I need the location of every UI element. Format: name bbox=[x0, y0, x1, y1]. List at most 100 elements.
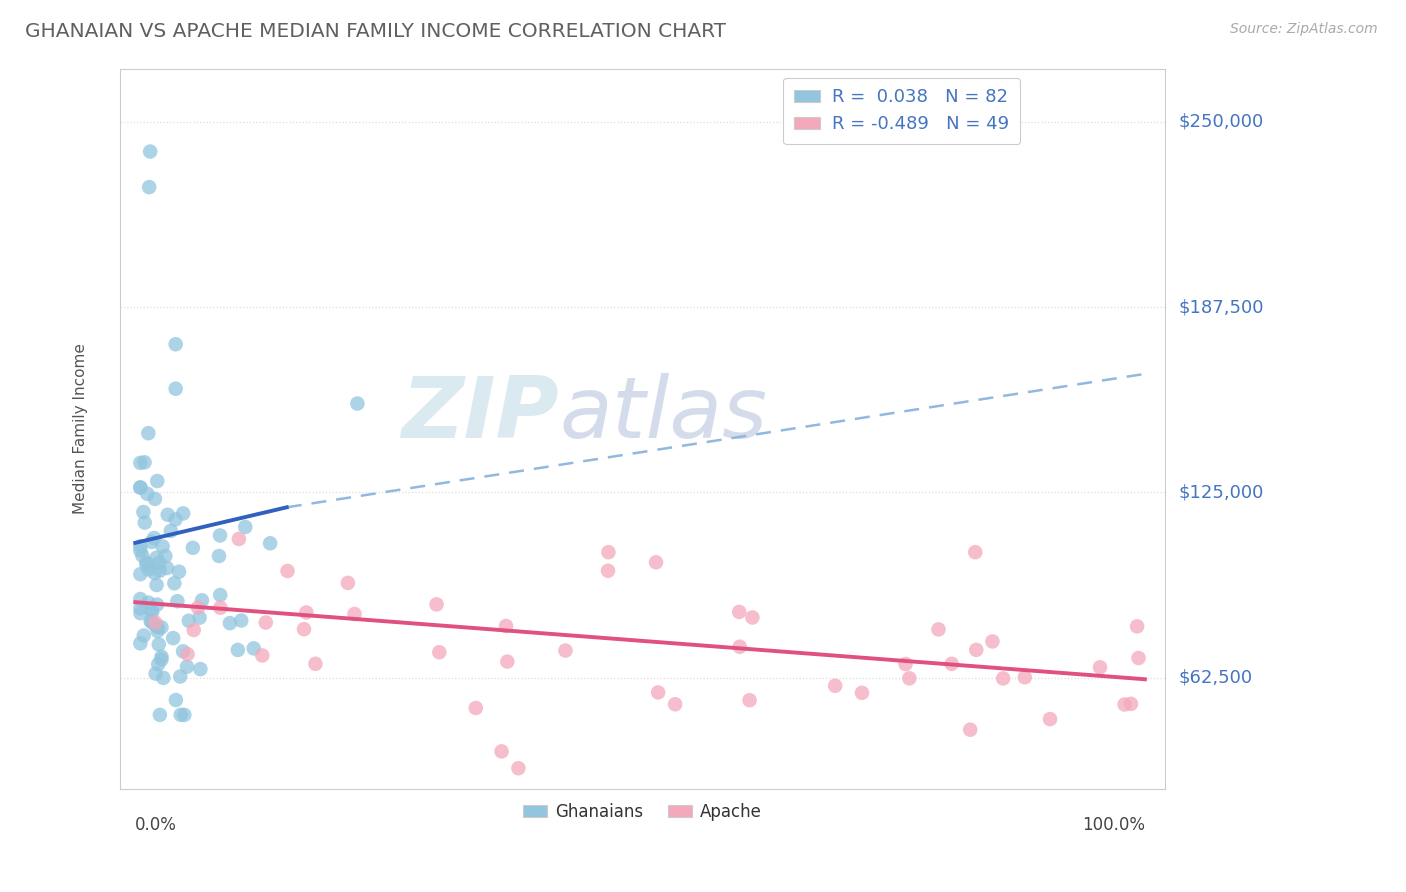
Point bbox=[134, 455, 156, 469]
Point bbox=[645, 555, 668, 569]
Point bbox=[162, 631, 184, 645]
Text: Median Family Income: Median Family Income bbox=[73, 343, 89, 514]
Text: 0.0%: 0.0% bbox=[135, 815, 177, 834]
Point bbox=[146, 598, 169, 612]
Point bbox=[343, 607, 366, 621]
Point bbox=[170, 707, 193, 722]
Point bbox=[146, 474, 169, 488]
Point bbox=[233, 520, 256, 534]
Point bbox=[141, 615, 163, 629]
Point bbox=[242, 641, 264, 656]
Point bbox=[596, 564, 619, 578]
Point bbox=[129, 601, 152, 615]
Point bbox=[228, 532, 250, 546]
Point bbox=[1128, 651, 1150, 665]
Point bbox=[231, 614, 253, 628]
Point bbox=[1119, 697, 1142, 711]
Point bbox=[148, 556, 170, 570]
Point bbox=[166, 594, 188, 608]
Point bbox=[496, 655, 519, 669]
Point bbox=[183, 623, 205, 637]
Point bbox=[1114, 698, 1136, 712]
Point bbox=[165, 512, 187, 526]
Point bbox=[129, 636, 152, 650]
Point bbox=[176, 659, 198, 673]
Text: $187,500: $187,500 bbox=[1180, 298, 1264, 316]
Point bbox=[427, 645, 450, 659]
Point bbox=[143, 491, 166, 506]
Legend: Ghanaians, Apache: Ghanaians, Apache bbox=[517, 797, 769, 828]
Point bbox=[208, 528, 231, 542]
Point bbox=[181, 541, 204, 555]
Point bbox=[149, 564, 172, 578]
Text: $250,000: $250,000 bbox=[1180, 113, 1264, 131]
Point bbox=[172, 507, 194, 521]
Point bbox=[138, 426, 160, 441]
Point bbox=[824, 679, 846, 693]
Point bbox=[148, 657, 170, 672]
Point bbox=[143, 617, 166, 632]
Point bbox=[152, 540, 174, 554]
Point bbox=[136, 487, 159, 501]
Point bbox=[138, 180, 160, 194]
Point bbox=[129, 567, 152, 582]
Point bbox=[346, 396, 368, 410]
Point bbox=[139, 145, 162, 159]
Point bbox=[209, 588, 232, 602]
Point bbox=[145, 578, 167, 592]
Point bbox=[155, 549, 177, 563]
Text: 100.0%: 100.0% bbox=[1081, 815, 1144, 834]
Point bbox=[965, 545, 987, 559]
Point bbox=[145, 550, 167, 565]
Point bbox=[143, 615, 166, 630]
Point bbox=[148, 637, 170, 651]
Point bbox=[208, 549, 231, 563]
Point bbox=[1088, 660, 1111, 674]
Point bbox=[129, 606, 152, 620]
Point bbox=[851, 686, 873, 700]
Text: Source: ZipAtlas.com: Source: ZipAtlas.com bbox=[1230, 22, 1378, 37]
Point bbox=[1126, 619, 1149, 633]
Point bbox=[152, 671, 174, 685]
Point bbox=[143, 566, 166, 580]
Point bbox=[150, 652, 173, 666]
Point bbox=[554, 643, 576, 657]
Point bbox=[894, 657, 917, 671]
Point bbox=[135, 558, 157, 572]
Text: ZIP: ZIP bbox=[401, 373, 560, 456]
Point bbox=[132, 505, 155, 519]
Point bbox=[598, 545, 620, 559]
Point bbox=[129, 456, 152, 470]
Point bbox=[728, 640, 751, 654]
Point bbox=[218, 616, 240, 631]
Point bbox=[254, 615, 277, 630]
Point bbox=[187, 600, 209, 615]
Point bbox=[425, 598, 447, 612]
Point bbox=[135, 556, 157, 570]
Point bbox=[172, 644, 194, 658]
Point bbox=[664, 698, 686, 712]
Point bbox=[277, 564, 299, 578]
Point bbox=[738, 693, 761, 707]
Point bbox=[156, 561, 179, 575]
Point bbox=[169, 669, 191, 683]
Point bbox=[146, 620, 169, 634]
Point bbox=[728, 605, 751, 619]
Point bbox=[959, 723, 981, 737]
Point bbox=[191, 593, 214, 607]
Point bbox=[190, 662, 212, 676]
Point bbox=[167, 565, 190, 579]
Point bbox=[143, 531, 166, 545]
Point bbox=[991, 672, 1014, 686]
Point bbox=[176, 647, 198, 661]
Point bbox=[226, 643, 249, 657]
Point bbox=[145, 666, 167, 681]
Point bbox=[965, 643, 987, 657]
Point bbox=[173, 707, 195, 722]
Point bbox=[336, 575, 359, 590]
Point bbox=[188, 610, 211, 624]
Point bbox=[927, 623, 949, 637]
Point bbox=[295, 606, 318, 620]
Text: $125,000: $125,000 bbox=[1180, 483, 1264, 501]
Point bbox=[981, 634, 1004, 648]
